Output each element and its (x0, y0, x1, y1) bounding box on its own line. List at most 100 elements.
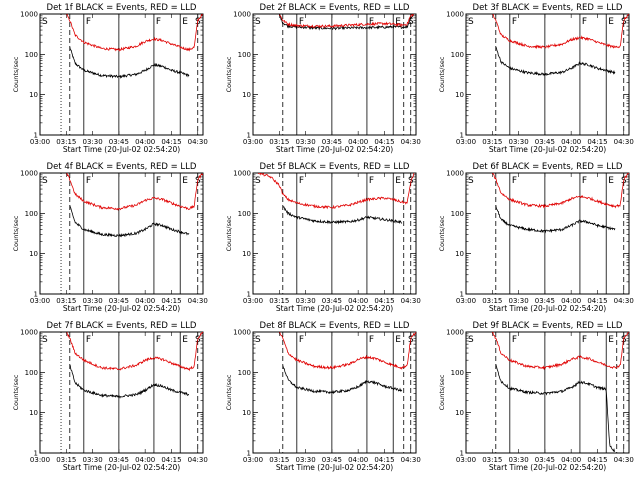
region-marker: F (299, 176, 304, 186)
region-marker: F (369, 176, 374, 186)
y-axis-label: Counts/sec (438, 374, 446, 410)
region-marker: S (255, 176, 261, 186)
events-series-line (69, 205, 190, 238)
x-tick-label: 04:15 (374, 138, 394, 146)
x-tick-label: 04:30 (401, 297, 421, 305)
y-axis-label: Counts/sec (438, 215, 446, 251)
y-axis-label: Counts/sec (12, 215, 20, 251)
lld-series-line (492, 14, 629, 50)
y-tick-label: 1 (460, 291, 464, 299)
region-marker: F (156, 17, 161, 27)
y-tick-label: 10 (242, 250, 251, 258)
events-series-line (282, 365, 403, 395)
region-marker: F (512, 17, 517, 27)
plot-frame (252, 172, 417, 295)
x-tick-label: 04:15 (587, 297, 607, 305)
x-tick-label: 04:30 (614, 138, 634, 146)
x-axis-label: Start Time (20-Jul-02 02:54:20) (276, 463, 393, 472)
y-tick-label: 1000 (20, 11, 38, 19)
x-tick-label: 04:30 (614, 456, 634, 464)
x-tick-label: 04:30 (401, 456, 421, 464)
x-tick-label: 04:00 (135, 297, 155, 305)
x-tick-label: 03:30 (82, 456, 102, 464)
x-tick-label: 03:15 (56, 138, 76, 146)
y-tick-label: 1000 (233, 11, 251, 19)
x-tick-label: 04:15 (161, 456, 181, 464)
x-tick-label: 04:00 (348, 456, 368, 464)
y-tick-label: 10 (29, 409, 38, 417)
x-tick-label: 04:00 (348, 297, 368, 305)
x-tick-label: 03:30 (82, 138, 102, 146)
panel-7: Det 7f BLACK = Events, RED = LLD 1 10 100 10… (12, 321, 208, 472)
lld-series-line (66, 332, 203, 372)
region-marker: E (608, 17, 614, 27)
x-tick-label: 03:30 (295, 297, 315, 305)
plot-frame (39, 172, 204, 295)
panel-title: Det 2f BLACK = Events, RED = LLD (260, 3, 410, 13)
x-tick-label: 04:15 (374, 297, 394, 305)
x-axis-label: Start Time (20-Jul-02 02:54:20) (276, 145, 393, 154)
panel-8: Det 8f BLACK = Events, RED = LLD 1 10 100 10… (225, 321, 421, 472)
region-marker: S (408, 17, 414, 27)
y-tick-label: 100 (238, 51, 251, 59)
region-marker: F (299, 335, 304, 345)
y-tick-label: 1000 (20, 329, 38, 337)
x-tick-label: 03:30 (508, 138, 528, 146)
panel-title: Det 1f BLACK = Events, RED = LLD (47, 3, 197, 13)
region-marker: F (582, 176, 587, 186)
y-axis-label: Counts/sec (12, 56, 20, 92)
x-tick-label: 04:30 (614, 297, 634, 305)
x-tick-label: 03:30 (508, 456, 528, 464)
plot-frame (465, 331, 630, 454)
plot-frame (465, 172, 630, 295)
region-marker: S (42, 335, 48, 345)
y-tick-label: 10 (242, 409, 251, 417)
events-series-line (282, 206, 403, 225)
events-series-line (69, 46, 190, 79)
x-tick-label: 03:00 (456, 297, 476, 305)
y-tick-label: 1 (247, 450, 251, 458)
events-series-line (495, 205, 616, 234)
x-tick-label: 03:00 (456, 138, 476, 146)
x-tick-label: 03:00 (456, 456, 476, 464)
region-marker: S (195, 17, 201, 27)
lld-series-line (278, 14, 415, 29)
region-marker: F (156, 335, 161, 345)
region-marker: S (621, 17, 627, 27)
region-marker: E (608, 176, 614, 186)
lld-series-line (66, 173, 203, 211)
region-marker: F (156, 176, 161, 186)
region-marker: E (608, 335, 614, 345)
region-marker: F (512, 335, 517, 345)
region-marker: S (468, 17, 474, 27)
y-tick-label: 1 (34, 132, 38, 140)
lld-series-line (279, 332, 416, 370)
y-tick-label: 100 (451, 210, 464, 218)
x-axis-label: Start Time (20-Jul-02 02:54:20) (489, 463, 606, 472)
region-marker: F (299, 17, 304, 27)
y-axis-label: Counts/sec (225, 374, 233, 410)
y-tick-label: 1 (460, 450, 464, 458)
y-tick-label: 100 (25, 369, 38, 377)
x-tick-label: 04:30 (401, 138, 421, 146)
events-series-line (495, 364, 616, 452)
x-tick-label: 04:30 (188, 297, 208, 305)
region-marker: S (468, 176, 474, 186)
region-marker: E (182, 17, 188, 27)
region-marker: F (369, 17, 374, 27)
y-tick-label: 100 (451, 51, 464, 59)
x-tick-label: 03:30 (508, 297, 528, 305)
x-tick-label: 04:30 (188, 456, 208, 464)
events-series-line (69, 364, 189, 399)
x-tick-label: 04:15 (161, 138, 181, 146)
y-tick-label: 1 (34, 450, 38, 458)
y-tick-label: 1000 (233, 329, 251, 337)
y-tick-label: 10 (242, 91, 251, 99)
lld-series-line (491, 332, 629, 371)
x-axis-label: Start Time (20-Jul-02 02:54:20) (489, 145, 606, 154)
lld-series-line (491, 173, 629, 209)
y-tick-label: 1000 (446, 329, 464, 337)
x-tick-label: 04:00 (561, 138, 581, 146)
lld-series-line (66, 14, 203, 52)
y-tick-label: 100 (238, 210, 251, 218)
